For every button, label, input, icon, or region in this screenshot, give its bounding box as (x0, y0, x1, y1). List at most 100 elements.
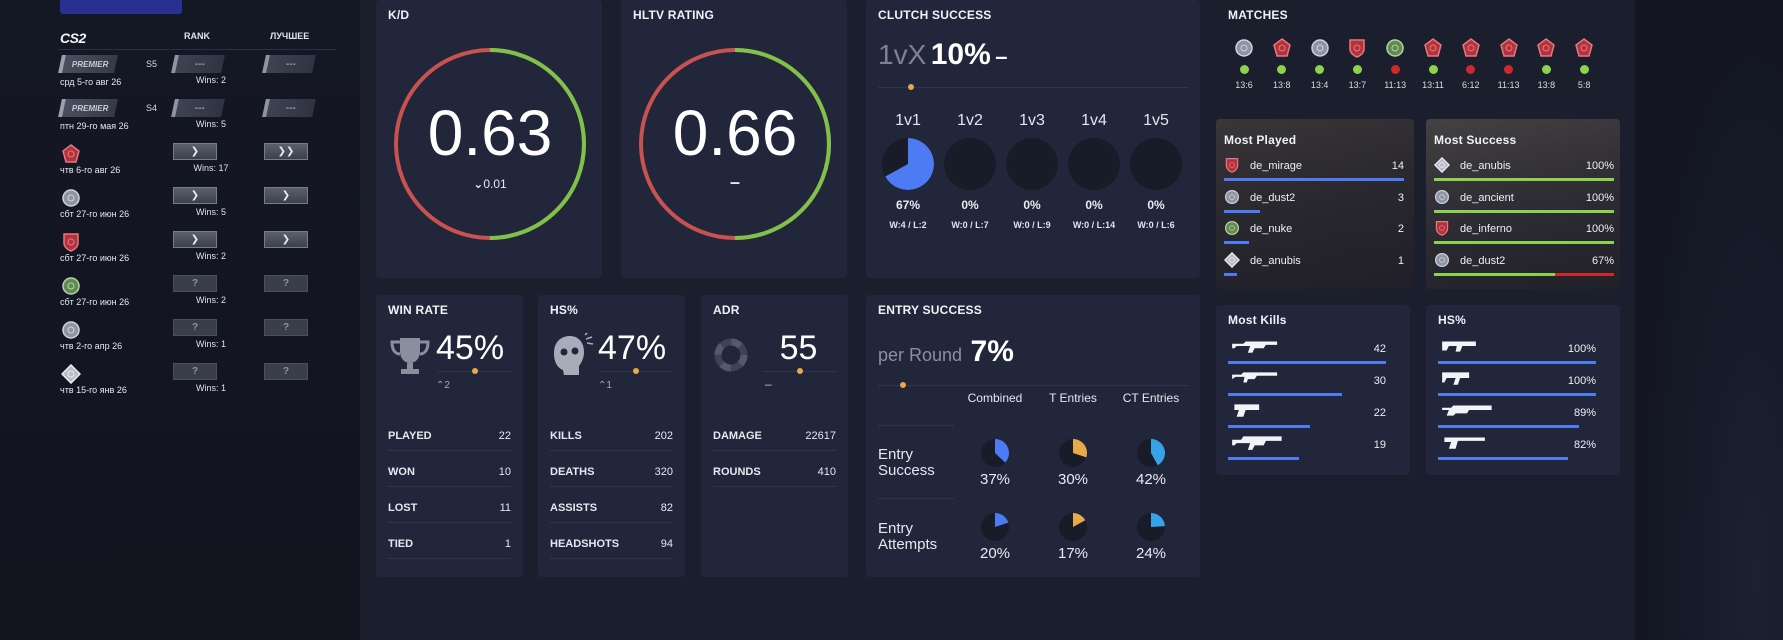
clutch-percent: 0% (961, 198, 979, 212)
rank-cell: --- (171, 99, 225, 119)
match-map-icon-wrap (1302, 38, 1338, 58)
match-result-dot (1352, 65, 1362, 74)
entry-pie (1059, 513, 1087, 541)
rank-cell: ? (173, 275, 225, 295)
weapon-row[interactable]: 82% (1438, 433, 1596, 465)
weapon-row[interactable]: 89% (1438, 401, 1596, 433)
match-item[interactable]: 13:8 (1528, 38, 1564, 90)
rank-date: сбт 27-го июн 26 (60, 253, 130, 263)
match-item[interactable]: 6:12 (1453, 38, 1489, 90)
adr-marker (797, 368, 803, 374)
best-badge-text: --- (286, 58, 296, 70)
clutch-column-label: 1v5 (1143, 112, 1169, 129)
map-stat-row[interactable]: de_ancient 100% (1434, 189, 1614, 221)
clutch-pie-slice (885, 138, 934, 190)
entry-column-header: T Entries (1049, 391, 1097, 405)
map-stat-row[interactable]: de_nuke 2 (1224, 220, 1404, 252)
rank-icon-cell (60, 275, 118, 295)
premier-badge: PREMIER (58, 55, 118, 73)
stat-label: LOST (388, 502, 418, 514)
weapon-row[interactable]: 42 (1228, 337, 1386, 369)
hltv-value: 0.66 (672, 97, 798, 169)
rank-icon-cell: PREMIER (58, 99, 118, 119)
match-item[interactable]: 13:8 (1264, 38, 1300, 90)
stat-row: ROUNDS 410 (713, 457, 836, 487)
stat-row: TIED 1 (388, 529, 511, 559)
stat-label: HEADSHOTS (550, 538, 620, 550)
match-result-dot (1239, 65, 1249, 74)
rank-wins: Wins: 1 (195, 383, 226, 393)
map-icon-wrap (1433, 156, 1451, 178)
hltv-card: HLTV RATING 0.66 – (621, 0, 847, 278)
map-stat-row[interactable]: de_inferno 100% (1434, 220, 1614, 252)
matches-section: MATCHES 13:6 13:8 13:4 13:7 11:13 13:11 6:12 11… (1216, 0, 1636, 110)
win-rate-title: WIN RATE (388, 303, 449, 317)
weapon-bar (1228, 393, 1342, 396)
match-score: 6:12 (1462, 80, 1480, 90)
weapon-row[interactable]: 19 (1228, 433, 1386, 465)
clutch-pie (1130, 138, 1182, 190)
stat-value: 22 (498, 430, 511, 442)
map-icon (62, 321, 80, 339)
stat-value: 82 (660, 502, 673, 514)
match-map-icon (1272, 38, 1291, 57)
weapon-row[interactable]: 22 (1228, 401, 1386, 433)
match-item[interactable]: 13:11 (1415, 38, 1451, 90)
match-item[interactable]: 11:13 (1377, 38, 1413, 90)
map-name: de_nuke (1250, 223, 1293, 235)
entry-pie (981, 439, 1009, 467)
stat-row: WON 10 (388, 457, 511, 487)
map-icon (1435, 189, 1449, 204)
map-stat-row[interactable]: de_mirage 14 (1224, 157, 1404, 189)
map-stat-row[interactable]: de_anubis 100% (1433, 156, 1614, 189)
map-name: de_mirage (1250, 160, 1302, 172)
match-item[interactable]: 11:13 (1491, 38, 1527, 90)
map-icon (63, 233, 79, 252)
top-button[interactable] (60, 0, 182, 14)
weapon-row[interactable]: 100% (1438, 337, 1596, 369)
weapon-row[interactable]: 100% (1438, 369, 1596, 401)
most-played-title: Most Played (1224, 133, 1297, 147)
weapon-value: 100% (1567, 375, 1596, 387)
match-item[interactable]: 13:6 (1226, 38, 1262, 90)
awp-icon (1232, 372, 1278, 383)
match-map-icon-wrap (1566, 38, 1602, 58)
hltv-gauge (639, 48, 831, 240)
weapon-bar (1438, 457, 1568, 460)
clutch-divider (878, 87, 1188, 88)
rank-badge-text: --- (195, 102, 205, 114)
match-result-dot (1466, 65, 1476, 74)
stat-label: WON (388, 466, 415, 478)
rank-row: PREMIER птн 29-го мая 26 S4 --- --- Wins: 5 (58, 97, 338, 141)
rank-icon-cell (60, 231, 118, 253)
entry-pie-wrap (1059, 439, 1087, 467)
match-item[interactable]: 13:4 (1302, 38, 1338, 90)
clutch-percent: 0% (1147, 198, 1165, 212)
map-stat-row[interactable]: de_anubis 1 (1223, 251, 1404, 284)
match-map-icon-wrap (1339, 38, 1375, 58)
clutch-prefix: 1vX (878, 39, 927, 70)
rank-cell: ? (173, 363, 225, 383)
rank-badge: ❯ (173, 143, 217, 160)
clutch-marker (908, 84, 914, 90)
best-badge: ❯❯ (264, 143, 308, 160)
entry-column-header: CT Entries (1122, 391, 1180, 405)
stat-label: KILLS (550, 430, 582, 442)
rank-wins: Wins: 2 (195, 251, 226, 261)
map-bar (1434, 178, 1614, 181)
weapon-row[interactable]: 30 (1228, 369, 1386, 401)
weapon-bar (1438, 393, 1596, 396)
weapon-value: 19 (1373, 439, 1386, 451)
map-stat-row[interactable]: de_dust2 67% (1434, 252, 1614, 284)
match-map-icon (1349, 39, 1366, 58)
best-cell: ❯❯ (264, 143, 316, 163)
match-item[interactable]: 5:8 (1566, 38, 1602, 90)
map-icon-wrap (60, 231, 82, 253)
rank-icon-cell: PREMIER (58, 55, 118, 75)
match-item[interactable]: 13:7 (1339, 38, 1375, 90)
weapon-bar (1228, 425, 1311, 428)
entry-pie-wrap (981, 439, 1009, 467)
map-name: de_dust2 (1250, 191, 1296, 204)
map-icon-wrap (1224, 157, 1240, 178)
map-stat-row[interactable]: de_dust2 3 (1224, 189, 1404, 221)
